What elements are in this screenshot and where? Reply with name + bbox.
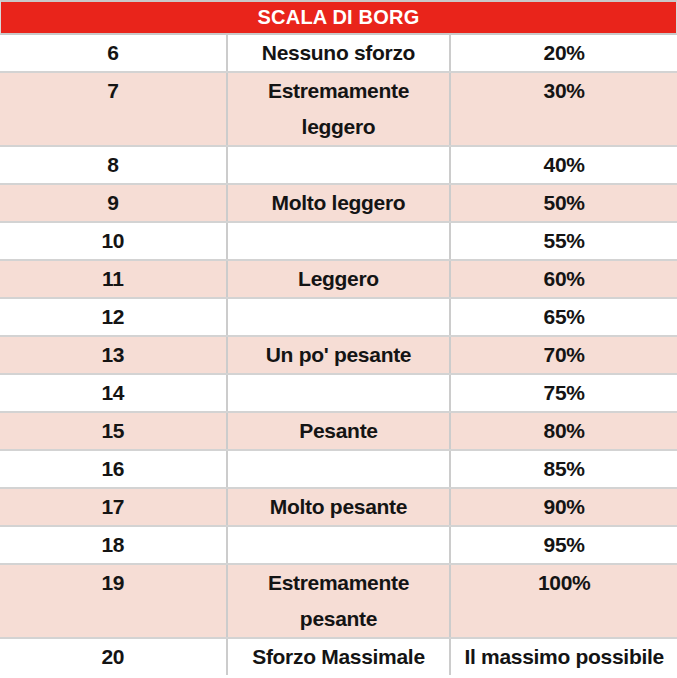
borg-score: 18 [0,527,226,563]
intensity-value: 85% [451,451,677,487]
effort-label: Un po' pesante [226,337,452,373]
borg-score: 12 [0,299,226,335]
table-row: 13 Un po' pesante 70% [0,335,677,373]
intensity-value: 100% [451,565,677,637]
table-rows: 6 Nessuno sforzo 20% 7 Estremamente legg… [0,35,677,675]
intensity-value: 50% [451,185,677,221]
effort-label: Molto leggero [226,185,452,221]
table-row: 8 40% [0,145,677,183]
effort-label: Nessuno sforzo [226,35,452,71]
table-row: 16 85% [0,449,677,487]
borg-score: 14 [0,375,226,411]
table-row: 19 Estremamente pesante 100% [0,563,677,637]
borg-score: 6 [0,35,226,71]
effort-label [226,451,452,487]
intensity-value: 20% [451,35,677,71]
table-row: 12 65% [0,297,677,335]
intensity-value: 80% [451,413,677,449]
table-row: 15 Pesante 80% [0,411,677,449]
table-title: SCALA DI BORG [0,0,677,35]
table-row: 11 Leggero 60% [0,259,677,297]
effort-label: Sforzo Massimale [226,639,452,675]
effort-label: Estremamente leggero [226,73,452,145]
borg-score: 17 [0,489,226,525]
table-row: 20 Sforzo Massimale Il massimo possibile [0,637,677,675]
intensity-value: 60% [451,261,677,297]
table-row: 7 Estremamente leggero 30% [0,71,677,145]
table-row: 17 Molto pesante 90% [0,487,677,525]
effort-label: Leggero [226,261,452,297]
borg-score: 20 [0,639,226,675]
borg-score: 19 [0,565,226,637]
borg-score: 8 [0,147,226,183]
intensity-value: Il massimo possibile [451,639,677,675]
intensity-value: 30% [451,73,677,145]
table-row: 10 55% [0,221,677,259]
table-row: 6 Nessuno sforzo 20% [0,35,677,71]
borg-score: 16 [0,451,226,487]
intensity-value: 75% [451,375,677,411]
intensity-value: 90% [451,489,677,525]
borg-score: 7 [0,73,226,145]
effort-label: Estremamente pesante [226,565,452,637]
borg-scale-table: SCALA DI BORG 6 Nessuno sforzo 20% 7 Est… [0,0,677,675]
effort-label [226,299,452,335]
table-row: 14 75% [0,373,677,411]
borg-score: 9 [0,185,226,221]
intensity-value: 70% [451,337,677,373]
effort-label: Pesante [226,413,452,449]
effort-label [226,375,452,411]
borg-score: 11 [0,261,226,297]
borg-score: 15 [0,413,226,449]
intensity-value: 95% [451,527,677,563]
table-row: 18 95% [0,525,677,563]
intensity-value: 40% [451,147,677,183]
intensity-value: 55% [451,223,677,259]
effort-label [226,223,452,259]
intensity-value: 65% [451,299,677,335]
effort-label [226,527,452,563]
borg-score: 10 [0,223,226,259]
table-row: 9 Molto leggero 50% [0,183,677,221]
effort-label: Molto pesante [226,489,452,525]
borg-score: 13 [0,337,226,373]
effort-label [226,147,452,183]
